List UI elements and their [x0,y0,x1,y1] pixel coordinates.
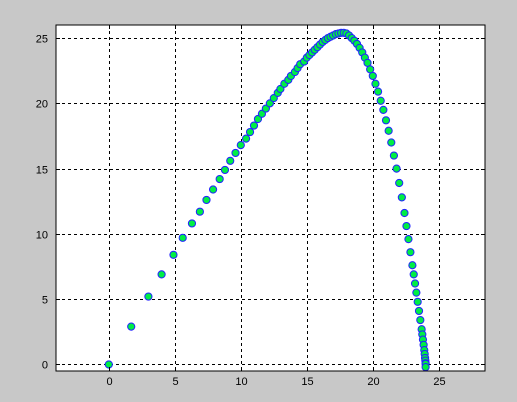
data-point [374,88,381,95]
data-point [405,236,412,243]
y-tick-label: 0 [42,360,48,372]
data-point [145,293,152,300]
data-point [227,157,234,164]
data-point [250,122,257,129]
data-point [196,208,203,215]
data-point [411,280,418,287]
data-point [209,186,216,193]
data-point [422,363,429,370]
x-tick-label: 25 [433,376,445,388]
data-point [377,97,384,104]
y-tick-label: 5 [42,295,48,307]
data-point [242,135,249,142]
data-point [105,361,112,368]
y-tick-label: 10 [36,230,48,242]
data-point [393,165,400,172]
y-tick-label: 25 [36,34,48,46]
data-point [221,166,228,173]
data-point [390,152,397,159]
data-point [216,175,223,182]
data-point [382,117,389,124]
y-tick-label: 20 [36,99,48,111]
data-point [417,316,424,323]
data-point [410,271,417,278]
data-point [170,251,177,258]
x-tick-label: 15 [301,376,313,388]
data-point [237,142,244,149]
data-point [128,323,135,330]
data-point [158,271,165,278]
data-point [396,179,403,186]
data-point [369,72,376,79]
data-point [380,106,387,113]
data-point [403,222,410,229]
data-point [409,262,416,269]
x-tick-label: 0 [106,376,112,388]
x-tick-label: 5 [172,376,178,388]
data-point [246,128,253,135]
data-point [413,289,420,296]
data-point [203,196,210,203]
data-point [407,249,414,256]
data-point [401,209,408,216]
data-point [415,307,422,314]
data-point [398,194,405,201]
data-point [188,220,195,227]
data-point [179,234,186,241]
data-point [414,298,421,305]
x-tick-label: 20 [367,376,379,388]
data-point [385,127,392,134]
data-point [372,80,379,87]
y-tick-label: 15 [36,165,48,177]
x-tick-label: 10 [235,376,247,388]
data-point [388,139,395,146]
data-point [232,149,239,156]
